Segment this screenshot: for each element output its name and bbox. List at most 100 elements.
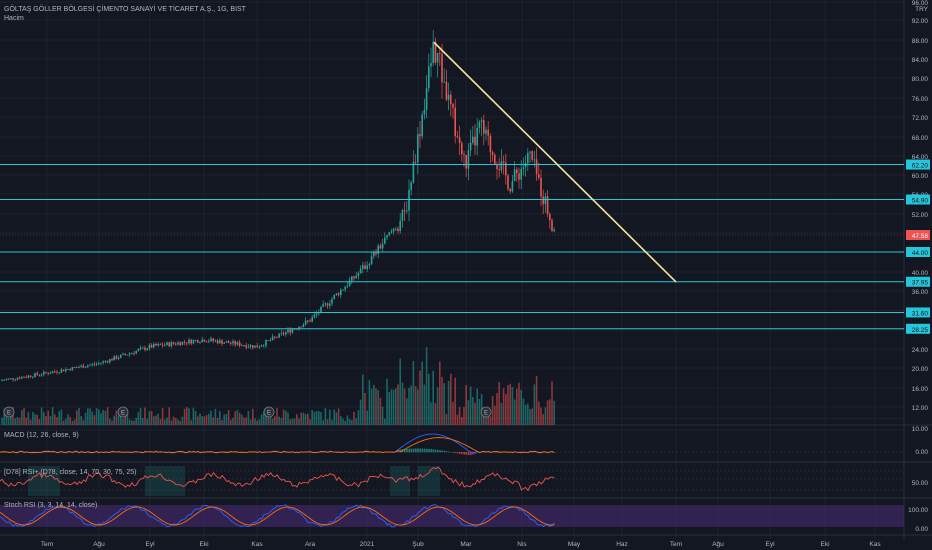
candle-body <box>309 320 311 322</box>
earnings-marker <box>3 406 15 418</box>
volume-bar <box>271 418 274 425</box>
candle-body <box>491 152 494 155</box>
candle-body <box>540 177 542 197</box>
candle-body <box>124 353 126 355</box>
volume-bar <box>535 375 538 425</box>
volume-bar <box>375 388 377 425</box>
candle-body <box>291 329 294 333</box>
candle-body <box>241 345 243 347</box>
candle-body <box>76 367 78 369</box>
volume-bar <box>214 408 217 425</box>
macd-histogram-bar <box>426 448 428 453</box>
candle-body <box>379 245 382 249</box>
volume-bar <box>67 414 69 425</box>
volume-bar <box>436 387 439 425</box>
candle-body <box>344 286 346 290</box>
candle-body <box>445 81 448 100</box>
candle-body <box>263 345 265 347</box>
volume-bar <box>27 411 30 425</box>
candle-body <box>551 220 553 232</box>
candle-body <box>285 332 287 335</box>
last-price-tag <box>906 229 930 240</box>
candle-body <box>342 289 344 291</box>
candle-body <box>518 173 520 180</box>
volume-bar <box>362 374 364 425</box>
volume-bar <box>144 407 146 425</box>
candle-body <box>480 120 483 122</box>
candle-body <box>287 329 289 333</box>
volume-bar <box>326 419 329 425</box>
candle-body <box>456 136 459 138</box>
earnings-marker-letter: E <box>484 411 488 417</box>
y-axis-tick-label: 92.00 <box>912 18 929 25</box>
volume-bar <box>276 408 278 425</box>
candle-body <box>498 169 500 171</box>
volume-bar <box>373 384 375 425</box>
volume-bar <box>179 420 181 425</box>
volume-bar <box>500 402 503 425</box>
volume-bar <box>65 418 67 425</box>
volume-bar <box>177 419 179 425</box>
candle-body <box>324 303 327 305</box>
volume-bar <box>401 382 404 425</box>
candle-body <box>10 378 12 379</box>
volume-bar <box>417 389 419 425</box>
volume-bar <box>16 417 19 425</box>
volume-bar <box>355 418 357 425</box>
y-axis-tick-label: 20.00 <box>912 366 929 373</box>
volume-bar <box>245 417 247 425</box>
x-axis-tick-label: Eyl <box>765 541 775 548</box>
macd-histogram-bar <box>364 451 366 453</box>
candle-body <box>434 41 437 63</box>
volume-bar <box>368 380 371 425</box>
volume-bar <box>113 415 115 425</box>
volume-bar <box>120 415 122 425</box>
volume-bar <box>408 387 410 425</box>
volume-bar <box>168 407 170 425</box>
macd-histogram-bar <box>21 451 23 453</box>
macd-histogram-bar <box>47 451 50 453</box>
volume-bar <box>148 411 151 425</box>
volume-bar <box>291 418 294 425</box>
candle-body <box>69 368 71 371</box>
volume-bar <box>353 412 355 425</box>
candle-body <box>307 320 309 322</box>
candle-body <box>511 181 514 192</box>
rsi-axis-label: 50.00 <box>912 480 929 487</box>
candle-body <box>395 228 397 230</box>
candle-body <box>549 214 551 221</box>
candle-body <box>452 104 454 108</box>
candle-body <box>441 53 443 83</box>
volume-bar <box>538 401 540 425</box>
candle-body <box>531 151 533 160</box>
candle-body <box>236 342 239 345</box>
candle-body <box>71 367 74 371</box>
volume-bar <box>269 410 272 425</box>
candle-body <box>249 345 252 347</box>
macd-histogram-bar <box>408 448 410 453</box>
x-axis-tick-label: Tem <box>41 541 53 548</box>
stoch-rsi-label: Stoch RSI (3, 3, 14, 14, close) <box>4 502 98 509</box>
candle-body <box>322 304 324 307</box>
candle-body <box>254 345 256 348</box>
volume-bar <box>298 418 300 425</box>
candle-body <box>425 88 428 110</box>
volume-bar <box>366 410 368 425</box>
volume-bar <box>313 411 316 425</box>
macd-histogram-bar <box>456 452 459 454</box>
candle-body <box>27 375 30 378</box>
level-price-label: 62.20 <box>912 163 929 170</box>
volume-bar <box>43 412 45 425</box>
volume-bar <box>441 376 443 425</box>
macd-signal-line <box>0 437 555 454</box>
macd-histogram-bar <box>454 452 457 453</box>
level-price-tag <box>906 194 930 205</box>
candle-body <box>485 129 487 134</box>
symbol-title[interactable]: GÖLTAŞ GÖLLER BÖLGESİ ÇİMENTO SANAYİ VE … <box>4 6 246 13</box>
candle-body <box>65 369 67 372</box>
volume-bar <box>544 407 547 425</box>
candle-body <box>223 342 225 344</box>
candle-body <box>494 154 496 164</box>
candle-body <box>243 345 245 347</box>
